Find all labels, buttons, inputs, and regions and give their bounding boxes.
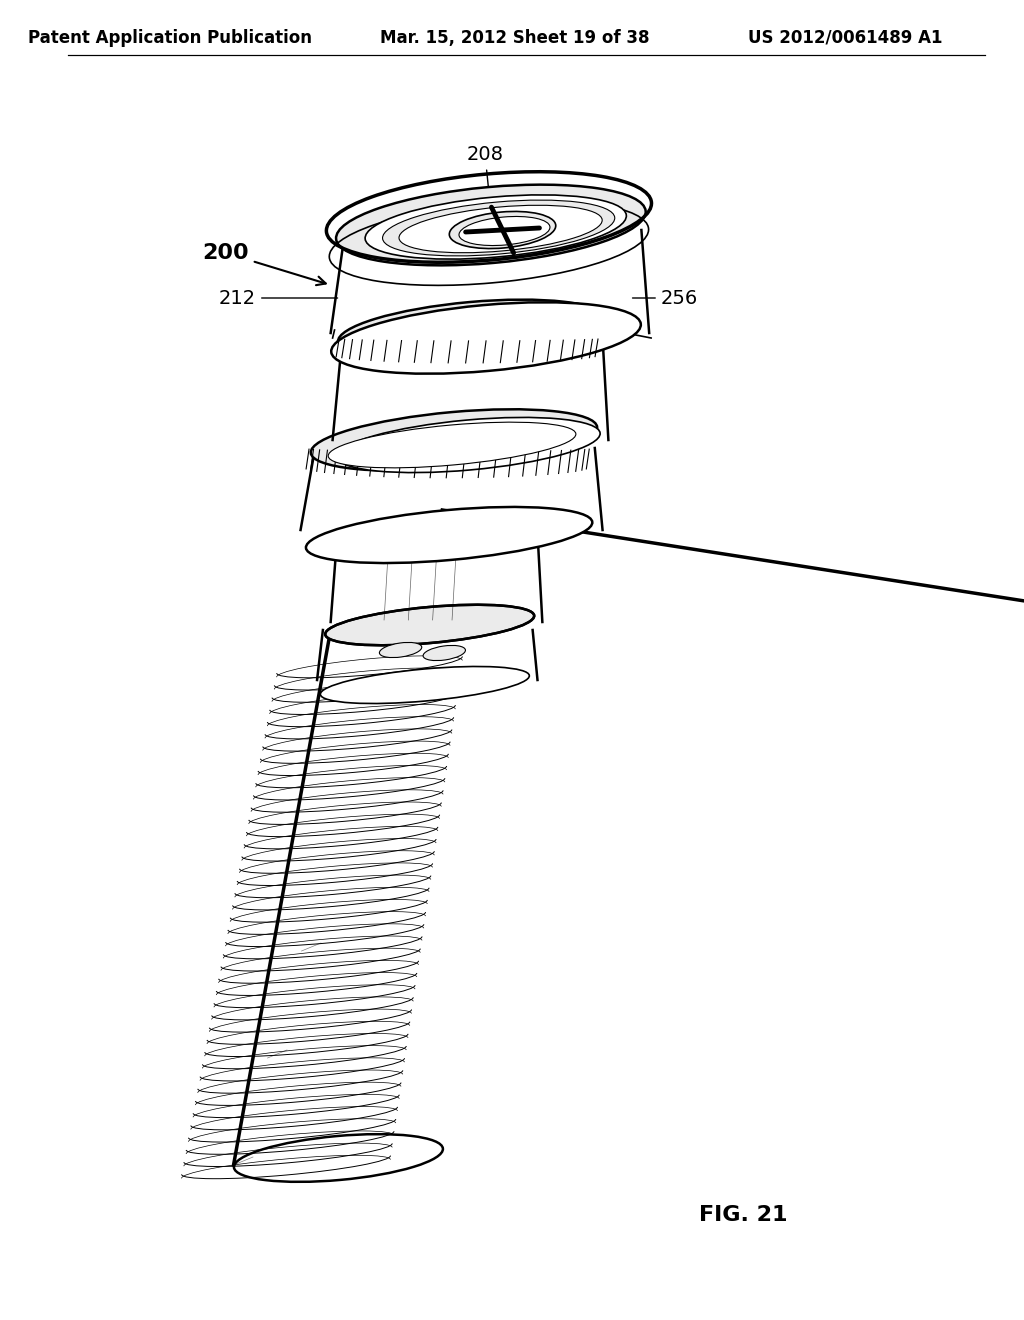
Text: Mar. 15, 2012 Sheet 19 of 38: Mar. 15, 2012 Sheet 19 of 38	[380, 29, 650, 48]
Ellipse shape	[336, 185, 646, 265]
Text: US 2012/0061489 A1: US 2012/0061489 A1	[749, 29, 942, 48]
Ellipse shape	[383, 201, 614, 256]
Text: 256: 256	[633, 289, 698, 308]
Ellipse shape	[423, 645, 466, 660]
Ellipse shape	[380, 643, 422, 657]
Ellipse shape	[450, 211, 556, 248]
Ellipse shape	[233, 1134, 443, 1181]
Ellipse shape	[326, 605, 535, 645]
Ellipse shape	[306, 507, 592, 564]
Ellipse shape	[399, 205, 602, 252]
Ellipse shape	[337, 417, 600, 473]
Ellipse shape	[366, 195, 627, 259]
Ellipse shape	[331, 302, 641, 374]
Ellipse shape	[336, 511, 539, 549]
Ellipse shape	[459, 216, 550, 246]
Text: Patent Application Publication: Patent Application Publication	[29, 29, 312, 48]
Ellipse shape	[311, 409, 597, 471]
Text: 200: 200	[203, 243, 326, 285]
Text: FIG. 21: FIG. 21	[699, 1205, 787, 1225]
Ellipse shape	[321, 667, 529, 704]
Ellipse shape	[338, 300, 605, 360]
Ellipse shape	[329, 422, 575, 467]
Text: 208: 208	[467, 145, 504, 210]
Text: 212: 212	[219, 289, 338, 308]
